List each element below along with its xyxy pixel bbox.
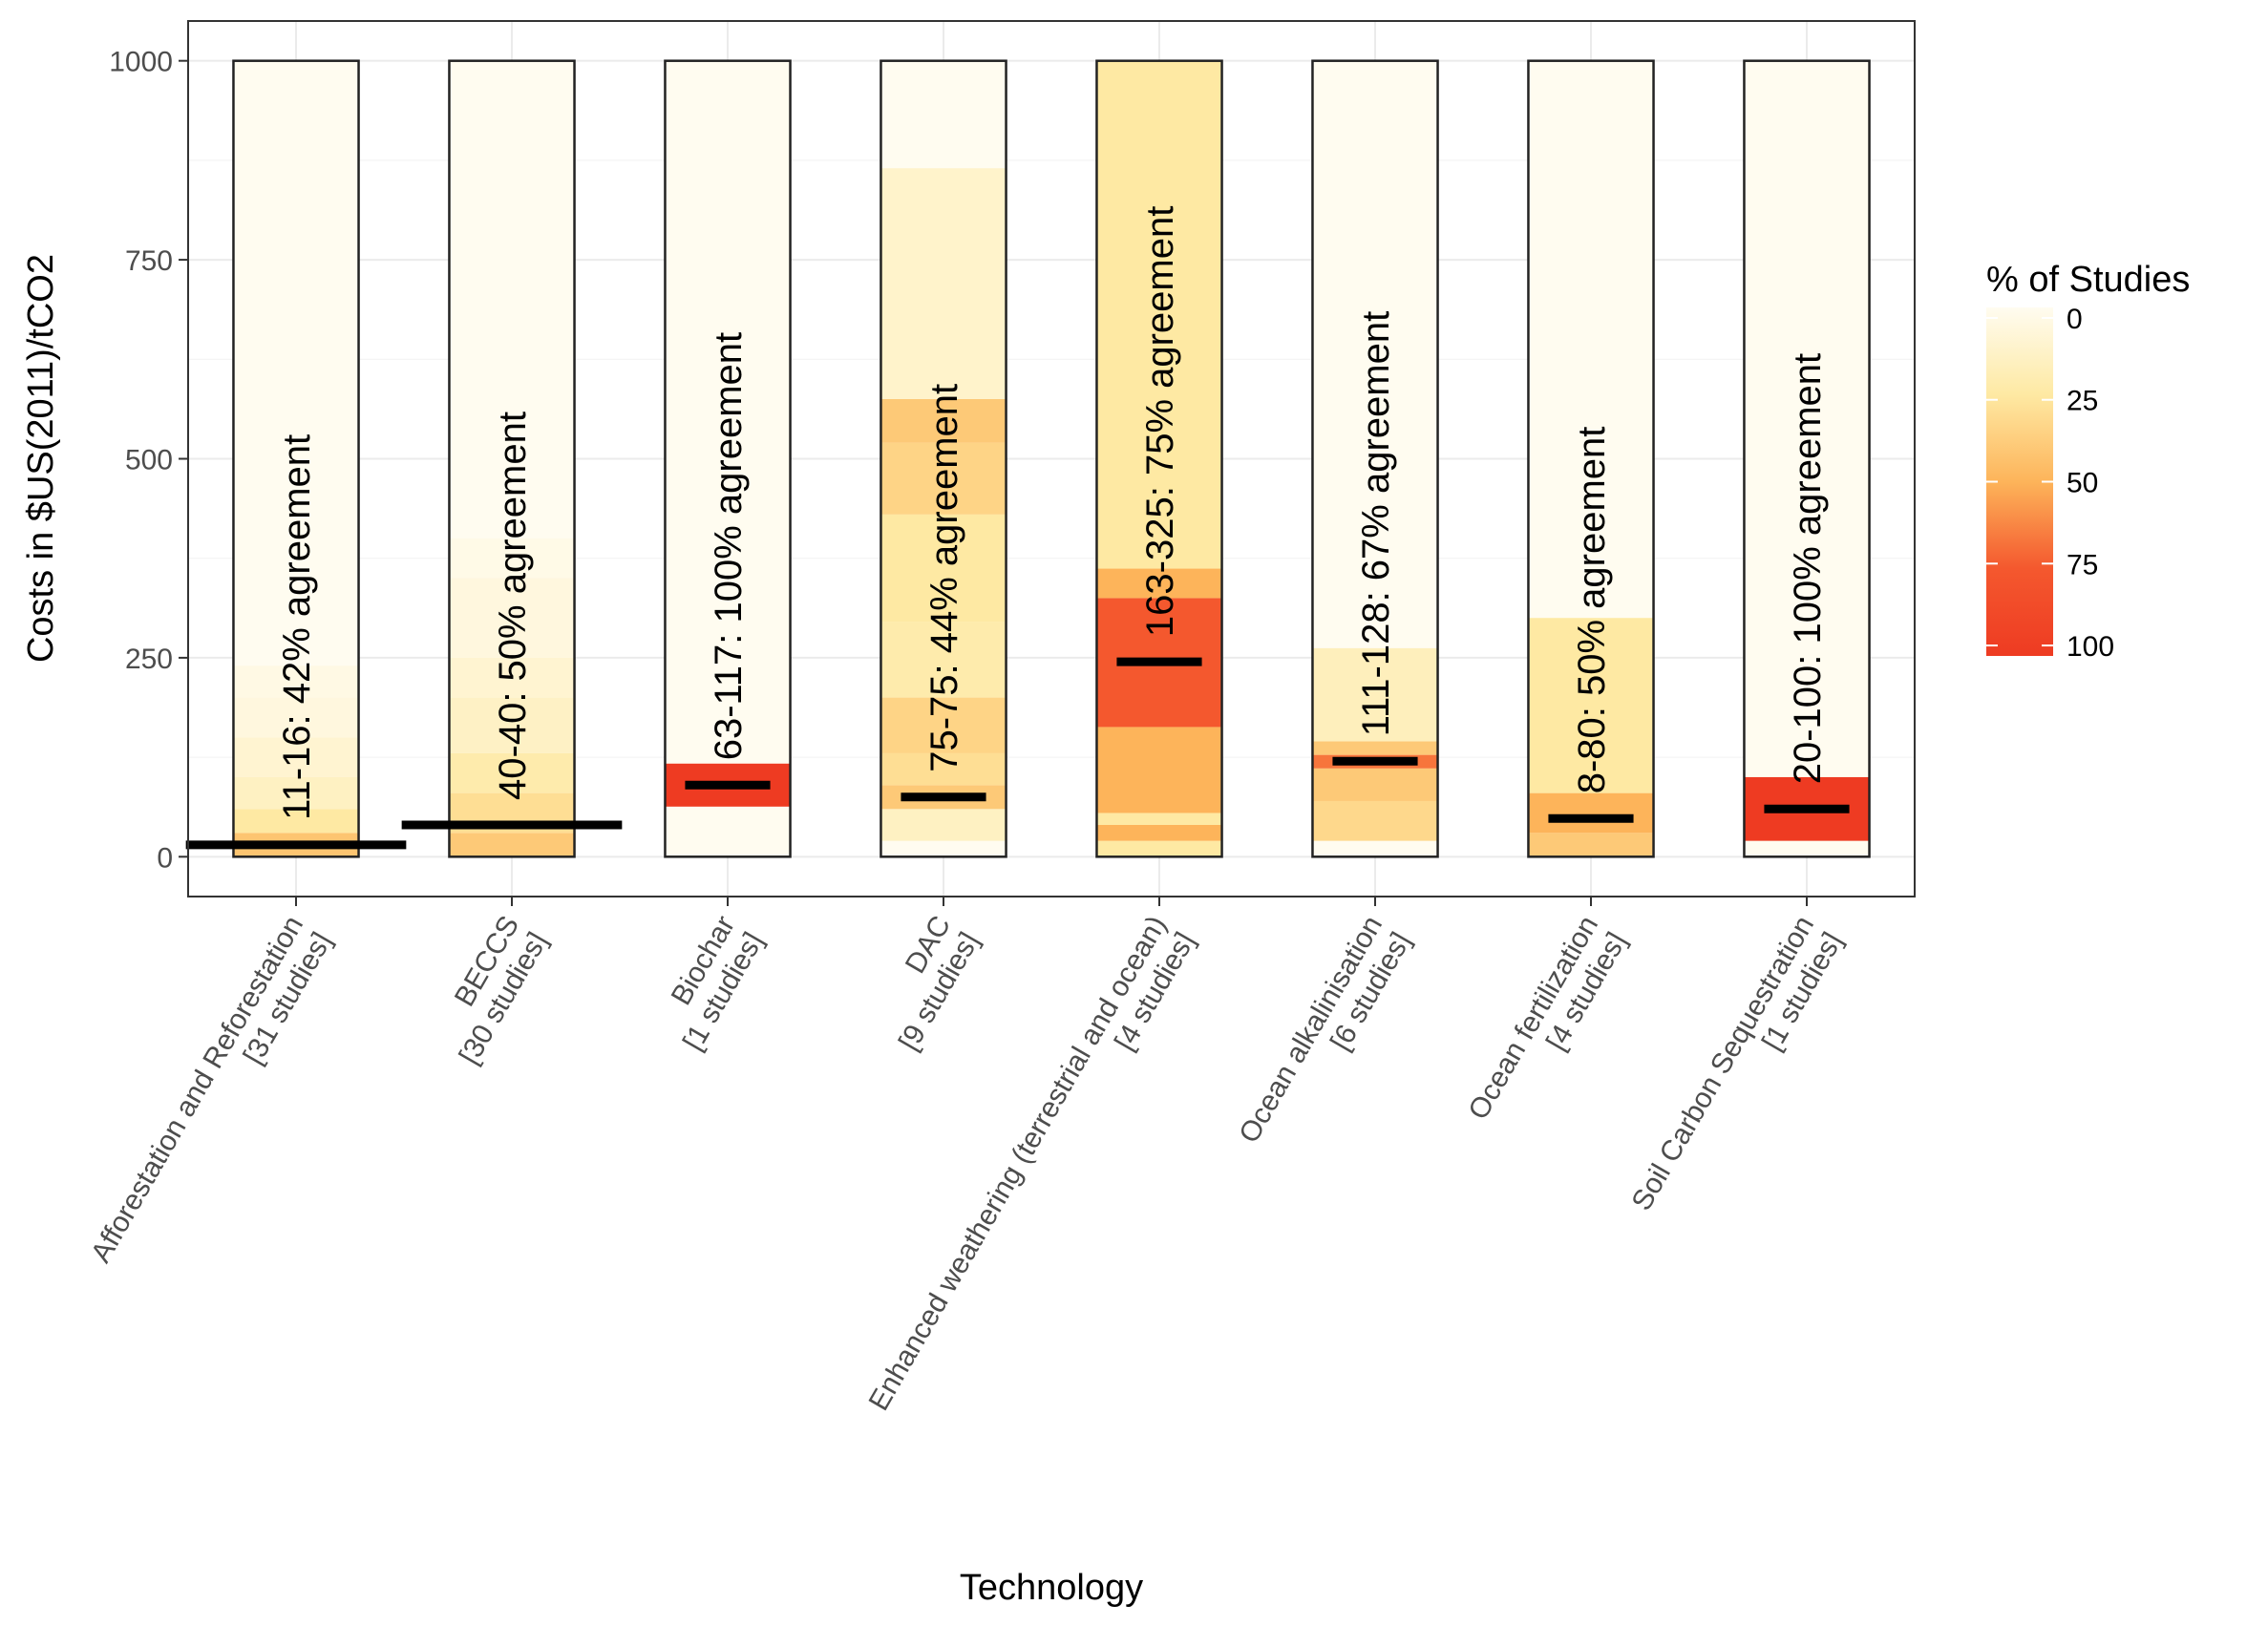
cost-band xyxy=(880,752,1007,786)
column-6: 111-128: 67% agreement xyxy=(1311,59,1439,858)
y-tick-label: 1000 xyxy=(109,47,173,78)
cost-band xyxy=(880,398,1007,443)
agreement-label: 20-100: 100% agreement xyxy=(1787,353,1829,784)
cost-band xyxy=(449,752,575,793)
cost-band xyxy=(880,514,1007,623)
column-1: 11-16: 42% agreement xyxy=(185,59,407,858)
cost-band xyxy=(233,809,359,834)
columns: 11-16: 42% agreement 40-40: 50% agreement… xyxy=(185,59,1871,858)
column-3: 63-117: 100% agreement xyxy=(664,59,792,858)
cost-band xyxy=(233,737,359,777)
cost-band xyxy=(233,697,359,738)
cost-band xyxy=(880,697,1007,753)
legend-tick-label: 75 xyxy=(2067,549,2098,581)
column-5: 163-325: 75% agreement xyxy=(1095,59,1223,858)
column-outline xyxy=(1743,59,1871,858)
cost-band xyxy=(1312,741,1438,755)
x-tick-label: Enhanced weathering (terrestrial and oce… xyxy=(863,911,1201,1432)
x-tick-label: Ocean fertilization[4 studies] xyxy=(1463,911,1634,1142)
cost-band xyxy=(1528,833,1654,857)
x-tick-label: Soil Carbon Sequestration[1 studies] xyxy=(1625,911,1849,1233)
y-tick-label: 250 xyxy=(125,644,173,675)
x-tick-label: DAC[9 studies] xyxy=(864,911,986,1056)
column-background xyxy=(1744,60,1870,857)
x-tick-label: Ocean alkalinisation[6 studies] xyxy=(1233,911,1417,1165)
column-outline xyxy=(1311,59,1439,858)
cost-band xyxy=(1312,768,1438,801)
cost-band xyxy=(1312,647,1438,742)
cost-band xyxy=(449,833,575,857)
cost-band xyxy=(880,442,1007,515)
x-axis-title: Technology xyxy=(960,1568,1143,1608)
column-outline xyxy=(1527,59,1655,858)
technology-name: Enhanced weathering (terrestrial and oce… xyxy=(863,911,1174,1416)
column-outline xyxy=(1095,59,1223,858)
column-outline xyxy=(448,59,576,858)
column-outline xyxy=(232,59,360,858)
cost-band xyxy=(880,168,1007,399)
agreement-label: 75-75: 44% agreement xyxy=(923,384,965,772)
column-7: 8-80: 50% agreement xyxy=(1527,59,1655,858)
cost-band xyxy=(1312,800,1438,841)
agreement-label: 40-40: 50% agreement xyxy=(492,412,534,800)
technology-name: Soil Carbon Sequestration xyxy=(1625,911,1820,1216)
cost-band xyxy=(1096,568,1222,599)
cost-band xyxy=(1528,618,1654,793)
cost-band xyxy=(1096,813,1222,825)
y-axis: 0 250 500 750 1000 xyxy=(109,47,188,874)
column-4: 75-75: 44% agreement xyxy=(880,59,1007,858)
legend: % of Studies 0 25 50 75 100 xyxy=(1986,260,2190,663)
legend-tick-label: 50 xyxy=(2067,468,2098,499)
agreement-label: 63-117: 100% agreement xyxy=(708,332,750,760)
technology-name: Afforestation and Reforestation xyxy=(85,911,309,1268)
cost-band xyxy=(880,809,1007,841)
agreement-label: 8-80: 50% agreement xyxy=(1571,427,1613,794)
cost-band xyxy=(233,776,359,810)
legend-tick-label: 100 xyxy=(2067,631,2114,663)
y-tick-label: 500 xyxy=(125,445,173,476)
y-axis-title: Costs in $US(2011)/tCO2 xyxy=(21,254,61,663)
cost-band xyxy=(1096,727,1222,813)
column-8: 20-100: 100% agreement xyxy=(1743,59,1871,858)
cost-band xyxy=(449,657,575,698)
cost-band xyxy=(1096,824,1222,841)
cost-band xyxy=(1096,60,1222,569)
cost-band xyxy=(880,622,1007,698)
agreement-label: 11-16: 42% agreement xyxy=(276,434,318,820)
cost-band xyxy=(233,665,359,698)
y-tick-label: 0 xyxy=(157,842,173,874)
cost-band xyxy=(449,538,575,579)
column-outline xyxy=(664,59,792,858)
agreement-label: 163-325: 75% agreement xyxy=(1139,206,1181,637)
cost-band xyxy=(449,578,575,658)
cost-band xyxy=(449,697,575,753)
legend-title: % of Studies xyxy=(1986,260,2190,300)
column-background xyxy=(665,60,791,857)
cost-band xyxy=(1528,792,1654,834)
x-axis: Afforestation and Reforestation[31 studi… xyxy=(85,897,1849,1432)
agreement-label: 111-128: 67% agreement xyxy=(1355,311,1397,737)
column-outline xyxy=(880,59,1007,858)
legend-tick-label: 0 xyxy=(2067,304,2083,335)
x-tick-label: Biochar[1 studies] xyxy=(648,911,770,1056)
column-2: 40-40: 50% agreement xyxy=(401,59,623,858)
y-tick-label: 750 xyxy=(125,245,173,277)
cost-band xyxy=(1096,840,1222,857)
legend-tick-label: 25 xyxy=(2067,386,2098,417)
x-tick-label: Afforestation and Reforestation[31 studi… xyxy=(85,911,338,1284)
x-tick-label: BECCS[30 studies] xyxy=(425,911,554,1070)
